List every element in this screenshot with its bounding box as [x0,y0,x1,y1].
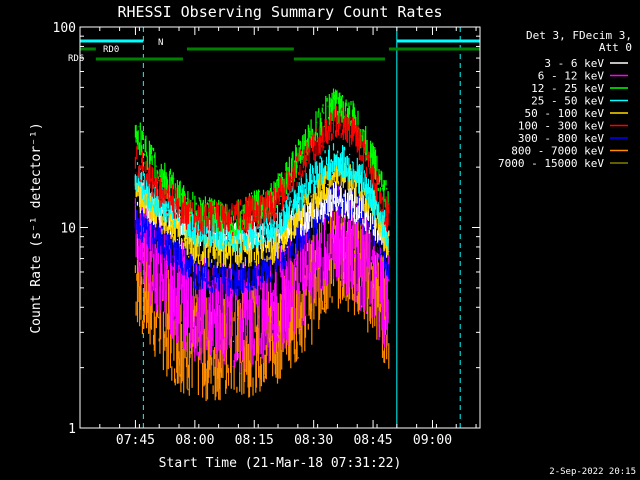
legend-label-8: 7000 - 15000 keV [498,157,604,170]
x-tick-label-1: 08:00 [175,433,214,448]
legend-label-5: 100 - 300 keV [518,120,604,133]
footer-date: 2-Sep-2022 20:15 [549,467,636,477]
chart-title: RHESSI Observing Summary Count Rates [117,3,442,21]
series-6-12kev [134,184,390,373]
bar-label-rd6: RD6 [68,54,84,64]
legend-label-2: 12 - 25 keV [531,82,604,95]
bar-label-rd0: RD0 [103,45,119,55]
x-tick-label-5: 09:00 [413,433,452,448]
x-tick-label-4: 08:45 [353,433,392,448]
legend-label-1: 6 - 12 keV [538,70,605,83]
y-tick-label-0: 1 [68,422,76,437]
legend-header-line-1: Det 3, FDecim 3, [526,29,632,42]
x-tick-label-0: 07:45 [116,433,155,448]
legend-label-0: 3 - 6 keV [544,57,604,70]
y-tick-label-1: 10 [60,222,76,237]
legend-label-3: 25 - 50 keV [531,95,604,108]
legend-header-line-2: Att 0 [599,41,632,54]
x-tick-label-2: 08:15 [235,433,274,448]
x-tick-label-3: 08:30 [294,433,333,448]
x-axis-label: Start Time (21-Mar-18 07:31:22) [159,456,402,471]
legend-label-7: 800 - 7000 keV [511,145,604,158]
legend-label-6: 300 - 800 keV [518,132,604,145]
series-100-300kev [134,105,390,237]
bar-label-n: N [158,38,163,48]
legend-label-4: 50 - 100 keV [525,107,605,120]
y-axis-label: Count Rate (s⁻¹ detector⁻¹) [29,122,44,333]
y-tick-label-2: 100 [53,21,76,36]
